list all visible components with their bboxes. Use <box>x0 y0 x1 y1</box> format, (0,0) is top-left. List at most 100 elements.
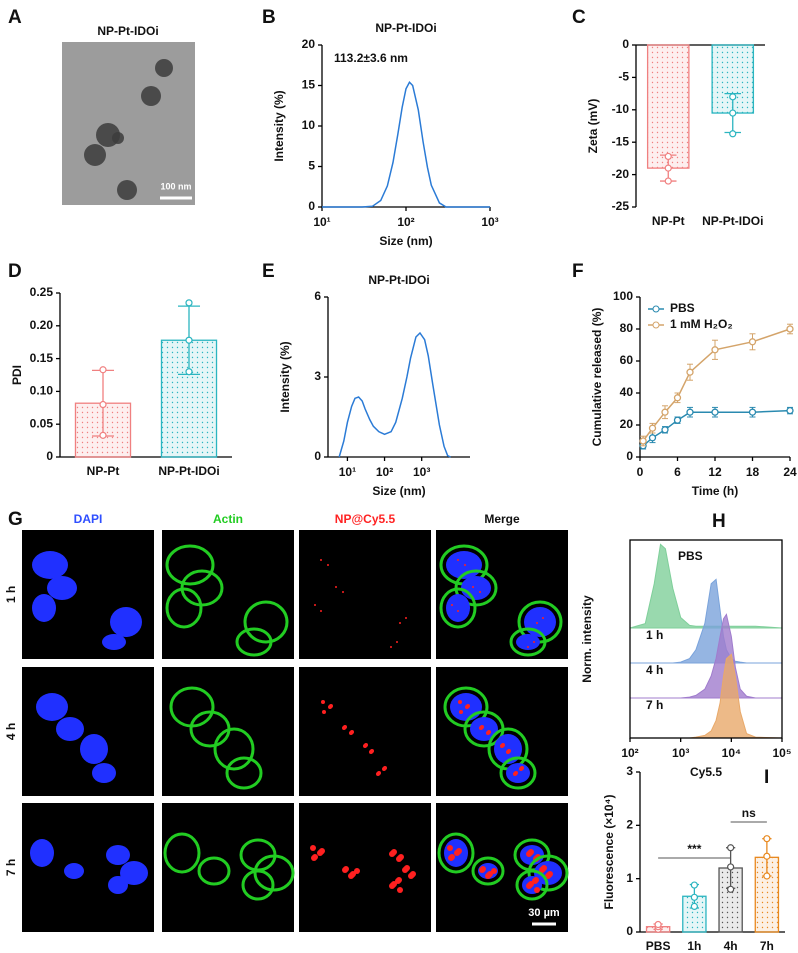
series-label: 4 h <box>646 663 663 677</box>
data-point <box>661 408 669 416</box>
y-tick-label: 0.15 <box>30 351 54 365</box>
nanoparticle <box>533 641 535 643</box>
series-label: 7 h <box>646 698 663 712</box>
x-tick-label: PBS <box>646 939 671 953</box>
nucleus <box>30 839 54 867</box>
nanoparticle <box>459 710 463 714</box>
nanoparticle <box>480 866 486 872</box>
data-point <box>748 408 757 416</box>
panel-letter: B <box>262 7 276 28</box>
nanoparticle <box>396 641 398 643</box>
nucleus <box>56 717 84 741</box>
nucleus <box>106 845 130 865</box>
y-tick-label: 20 <box>620 417 634 431</box>
data-point <box>727 844 735 852</box>
nanoparticle <box>534 887 540 893</box>
timepoint-label: 7 h <box>4 859 18 876</box>
nucleus <box>461 576 491 600</box>
nanoparticle <box>480 725 484 729</box>
x-tick-label: 24 <box>783 465 797 479</box>
y-tick-label: 0 <box>626 449 633 463</box>
panel-letter: I <box>764 767 769 788</box>
histogram-area <box>630 578 782 664</box>
y-tick-label: 20 <box>302 37 316 51</box>
nanoparticle <box>390 646 392 648</box>
nanoparticle <box>542 617 544 619</box>
y-tick-label: 0.20 <box>30 318 54 332</box>
nanoparticle <box>456 848 462 854</box>
actin <box>253 854 295 892</box>
panel-letter: H <box>712 511 726 532</box>
nanoparticle <box>501 743 505 747</box>
data-point <box>664 177 672 185</box>
nucleus <box>64 863 84 879</box>
data-point <box>673 394 682 402</box>
actin <box>437 832 475 874</box>
panel-letter: F <box>572 261 584 282</box>
y-tick-label: 100 <box>613 289 633 303</box>
nanoparticle <box>447 845 453 851</box>
confocal-image <box>299 803 431 932</box>
nanoparticle <box>487 730 491 734</box>
data-point <box>729 109 737 117</box>
data-point <box>763 872 771 880</box>
series-label: 1 h <box>646 628 663 642</box>
actin <box>243 600 289 644</box>
legend-label: PBS <box>670 301 695 315</box>
y-tick-label: 3 <box>314 369 321 383</box>
legend-marker <box>652 305 660 313</box>
y-axis-label: Cumulative released (%) <box>590 308 604 447</box>
data-point <box>729 93 737 101</box>
nucleus <box>494 734 522 764</box>
x-axis-label: Time (h) <box>692 484 738 498</box>
nanoparticle <box>464 564 466 566</box>
nanoparticle <box>342 591 344 593</box>
x-tick-label: 1h <box>687 939 701 953</box>
significance-label: *** <box>687 842 701 856</box>
nucleus <box>516 634 540 650</box>
x-tick-label: NP-Pt-IDOi <box>702 214 763 228</box>
data-point <box>99 400 107 409</box>
nanoparticle <box>370 749 374 753</box>
actin <box>165 544 215 586</box>
y-tick-label: -20 <box>612 167 630 181</box>
actin <box>225 756 263 790</box>
particle <box>117 180 137 200</box>
channel-label: NP@Cy5.5 <box>335 512 396 526</box>
nanoparticle <box>547 871 553 877</box>
y-axis-label: Intensity (%) <box>272 90 286 161</box>
data-point <box>690 893 698 901</box>
nanoparticle <box>410 871 416 877</box>
x-axis-label: Size (nm) <box>379 234 432 248</box>
nanoparticle <box>449 854 455 860</box>
y-tick-label: 0 <box>314 449 321 463</box>
series-line <box>338 331 451 458</box>
confocal-image <box>299 667 431 796</box>
scale-bar-label: 30 µm <box>528 907 560 919</box>
x-tick-label: 10⁵ <box>773 746 792 760</box>
nanoparticle <box>541 865 547 871</box>
channel-label: Actin <box>213 512 243 526</box>
data-point <box>664 164 672 172</box>
nanoparticle <box>533 877 539 883</box>
actin <box>197 856 231 886</box>
data-point <box>185 336 193 344</box>
x-tick-label: 10³ <box>672 746 689 760</box>
nanoparticle <box>320 559 322 561</box>
nanoparticle <box>396 877 402 883</box>
data-point <box>99 431 107 439</box>
nucleus <box>102 634 126 650</box>
actin <box>235 627 273 657</box>
nanoparticle <box>507 749 511 753</box>
nanoparticle <box>350 871 356 877</box>
panel-letter: D <box>8 261 22 282</box>
particle <box>141 86 161 106</box>
actin <box>499 756 537 790</box>
nucleus <box>120 861 148 885</box>
x-tick-label: 10³ <box>481 215 498 229</box>
actin <box>527 854 569 892</box>
series-line <box>642 328 791 442</box>
y-tick-label: 80 <box>620 321 634 335</box>
x-tick-label: NP-Pt <box>87 464 120 478</box>
